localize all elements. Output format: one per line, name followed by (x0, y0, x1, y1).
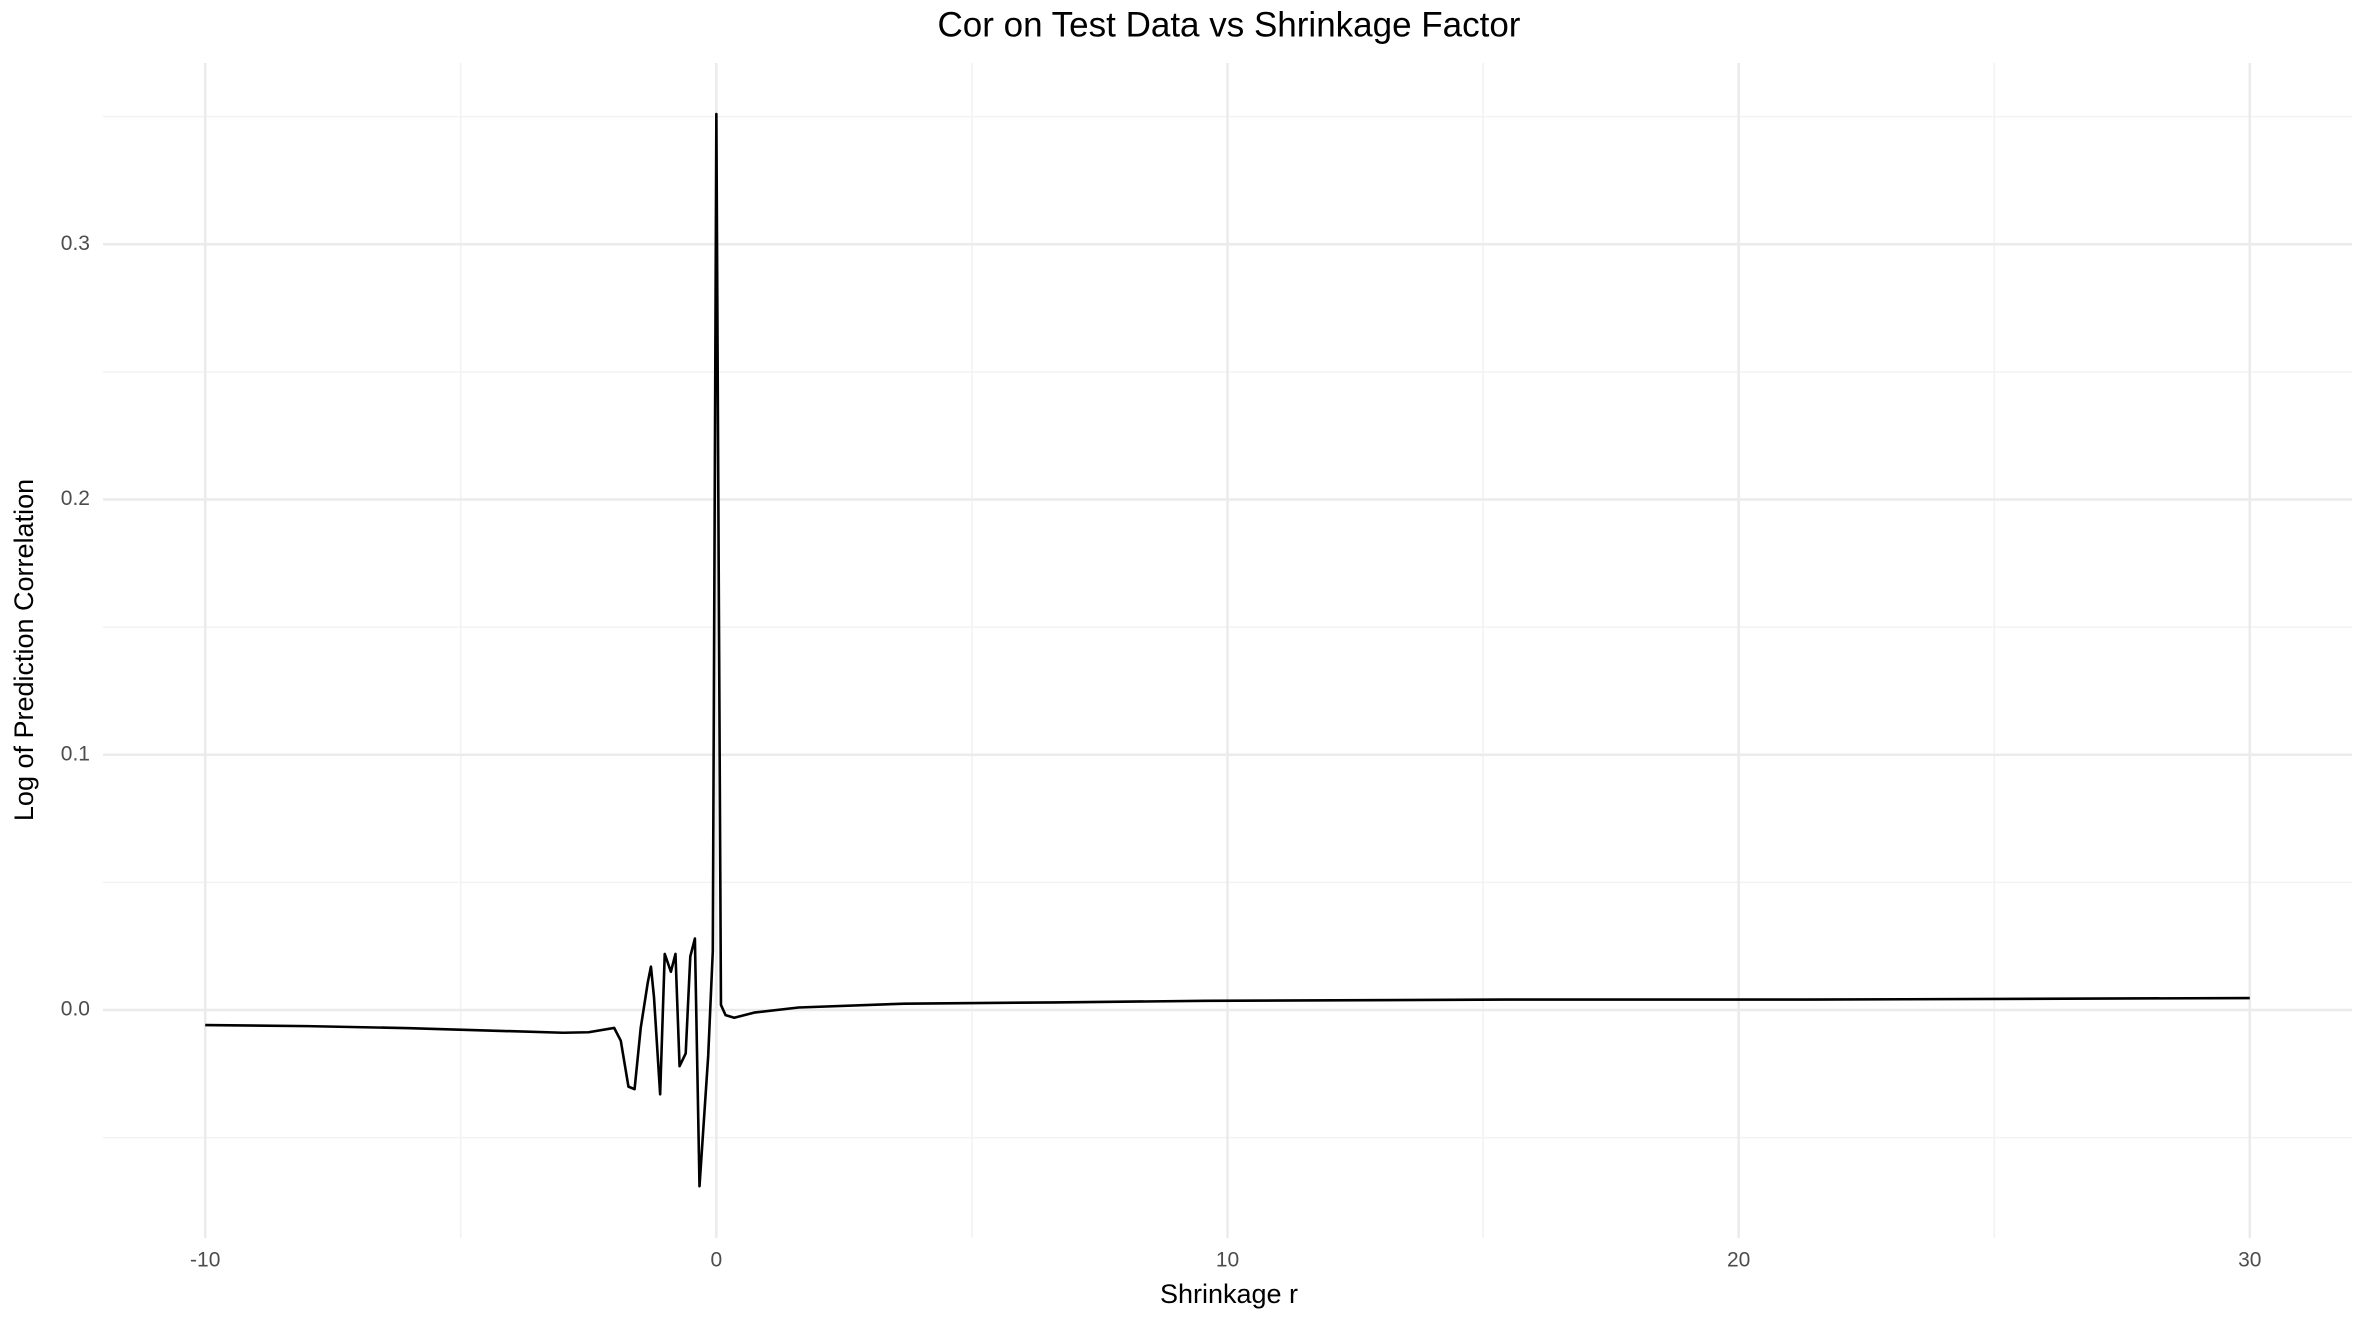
y-axis-label: Log of Prediction Correlation (9, 479, 39, 821)
y-tick-label: 0.2 (61, 487, 90, 510)
x-tick-label: 20 (1727, 1249, 1750, 1272)
x-axis-label: Shrinkage r (1160, 1279, 1298, 1309)
x-tick-label: 30 (2238, 1249, 2261, 1272)
chart-title: Cor on Test Data vs Shrinkage Factor (938, 5, 1521, 44)
x-tick-label: 10 (1216, 1249, 1239, 1272)
y-tick-label: 0.3 (61, 232, 90, 255)
y-tick-label: 0.0 (61, 998, 90, 1021)
line-series (205, 112, 2250, 1188)
x-tick-label: -10 (190, 1249, 220, 1272)
x-tick-label: 0 (711, 1249, 723, 1272)
y-tick-label: 0.1 (61, 742, 90, 765)
